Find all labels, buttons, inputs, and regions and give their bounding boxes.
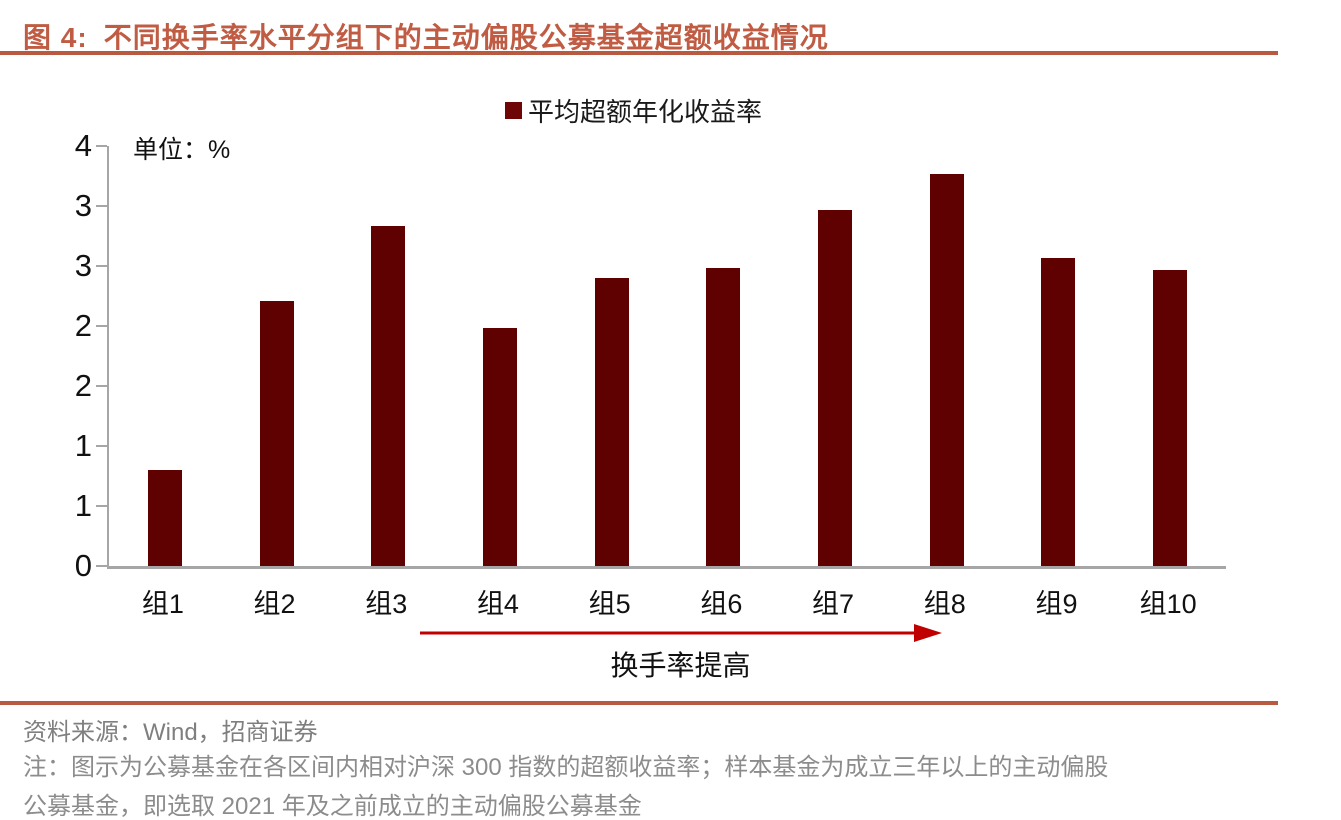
bar-slot-组2	[221, 146, 333, 566]
y-axis-tick	[96, 325, 107, 327]
legend-swatch-icon	[505, 102, 522, 119]
y-axis-tick	[96, 205, 107, 207]
bar-slot-组10	[1114, 146, 1226, 566]
bar-slot-组9	[1003, 146, 1115, 566]
x-axis-label-组8: 组8	[923, 589, 966, 619]
x-axis-label-组1: 组1	[141, 589, 184, 619]
figure-number: 图 4:	[23, 22, 88, 53]
x-axis-label-组10: 组10	[1139, 589, 1197, 619]
y-axis-tick	[96, 565, 107, 567]
bar-组8	[929, 174, 964, 566]
footnote-line-1: 注：图示为公募基金在各区间内相对沪深 300 指数的超额收益率；样本基金为成立三…	[23, 754, 1109, 781]
x-axis-label-组6: 组6	[700, 589, 743, 619]
y-axis-tick	[96, 385, 107, 387]
y-axis-label: 3	[74, 248, 92, 283]
x-axis-label-组2: 组2	[253, 589, 296, 619]
y-axis-label: 0	[74, 548, 92, 583]
legend-label: 平均超额年化收益率	[528, 97, 763, 127]
footer-divider	[0, 701, 1278, 705]
y-axis-label: 2	[74, 368, 92, 403]
x-axis-label-组3: 组3	[365, 589, 408, 619]
bar-slot-组4	[444, 146, 556, 566]
bar-slot-组1	[109, 146, 221, 566]
bar-组3	[371, 226, 406, 566]
bar-组4	[482, 328, 517, 566]
y-axis-tick	[96, 265, 107, 267]
bar-组10	[1153, 270, 1188, 566]
footnote-line-2: 公募基金，即选取 2021 年及之前成立的主动偏股公募基金	[23, 793, 642, 820]
y-axis-label: 4	[74, 128, 92, 163]
x-axis-label-组4: 组4	[476, 589, 519, 619]
y-axis-tick	[96, 145, 107, 147]
plot-area	[107, 146, 1226, 569]
bar-组1	[147, 470, 182, 566]
title-divider	[0, 51, 1278, 55]
x-axis-label-组7: 组7	[812, 589, 855, 619]
arrow-annotation-label: 换手率提高	[610, 650, 751, 681]
figure-title: 图 4: 不同换手率水平分组下的主动偏股公募基金超额收益情况	[23, 16, 829, 56]
y-axis-tick	[96, 505, 107, 507]
bar-组5	[594, 278, 629, 566]
bar-组2	[259, 301, 294, 566]
y-axis-label: 3	[74, 188, 92, 223]
bar-slot-组5	[556, 146, 668, 566]
turnover-arrow	[418, 622, 943, 644]
data-source: 资料来源：Wind，招商证券	[23, 719, 318, 746]
bar-组9	[1041, 258, 1076, 566]
footnote: 注：图示为公募基金在各区间内相对沪深 300 指数的超额收益率；样本基金为成立三…	[23, 748, 1108, 820]
bar-组7	[818, 210, 853, 566]
figure-title-text: 不同换手率水平分组下的主动偏股公募基金超额收益情况	[103, 22, 829, 53]
bar-slot-组8	[891, 146, 1003, 566]
bar-series	[109, 146, 1226, 566]
y-axis-label: 2	[74, 308, 92, 343]
bar-slot-组6	[668, 146, 780, 566]
x-axis-label-组9: 组9	[1035, 589, 1078, 619]
arrow-right-icon	[420, 624, 942, 642]
x-axis-labels: 组1 组2 组3 组4 组5 组6 组7 组8 组9 组10	[107, 582, 1224, 621]
y-axis-tick	[96, 445, 107, 447]
unit-label: 单位：%	[133, 136, 231, 164]
y-axis-label: 1	[74, 488, 92, 523]
bar-slot-组3	[332, 146, 444, 566]
x-axis-label-组5: 组5	[588, 589, 631, 619]
chart-legend: 平均超额年化收益率	[505, 92, 762, 129]
bar-组6	[706, 268, 741, 566]
bar-slot-组7	[779, 146, 891, 566]
y-axis-label: 1	[74, 428, 92, 463]
